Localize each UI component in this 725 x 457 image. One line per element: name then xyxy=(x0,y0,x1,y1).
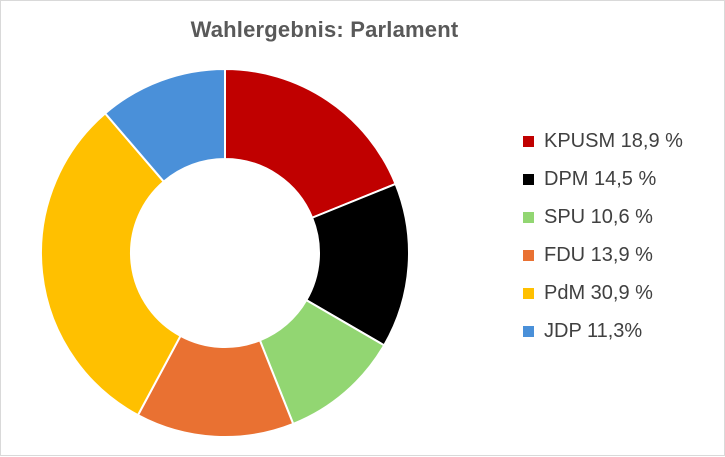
legend-label: JDP 11,3% xyxy=(544,319,643,342)
legend-item-kpusm: KPUSM 18,9 % xyxy=(523,122,713,160)
legend-label: FDU 13,9 % xyxy=(544,243,653,266)
legend-label: KPUSM 18,9 % xyxy=(544,129,683,152)
legend-swatch xyxy=(523,173,534,185)
legend-item-spu: SPU 10,6 % xyxy=(523,198,713,236)
legend-swatch xyxy=(523,211,534,223)
slice-pdm xyxy=(40,111,182,417)
legend-label: SPU 10,6 % xyxy=(544,205,653,228)
legend-item-jdp: JDP 11,3% xyxy=(523,312,713,350)
legend-label: PdM 30,9 % xyxy=(544,281,653,304)
slice-jdp xyxy=(103,67,226,184)
donut-chart xyxy=(40,67,410,438)
slice-kpusm xyxy=(224,67,397,220)
legend-item-fdu: FDU 13,9 % xyxy=(523,236,713,274)
legend-swatch xyxy=(523,287,534,299)
legend-item-dpm: DPM 14,5 % xyxy=(523,160,713,198)
legend-item-pdm: PdM 30,9 % xyxy=(523,274,713,312)
chart-title: Wahlergebnis: Parlament xyxy=(190,17,459,42)
legend: KPUSM 18,9 % DPM 14,5 % SPU 10,6 % FDU 13,9… xyxy=(523,122,713,350)
legend-swatch xyxy=(523,135,534,147)
legend-swatch xyxy=(523,249,534,261)
legend-swatch xyxy=(523,325,534,337)
legend-label: DPM 14,5 % xyxy=(544,167,657,190)
